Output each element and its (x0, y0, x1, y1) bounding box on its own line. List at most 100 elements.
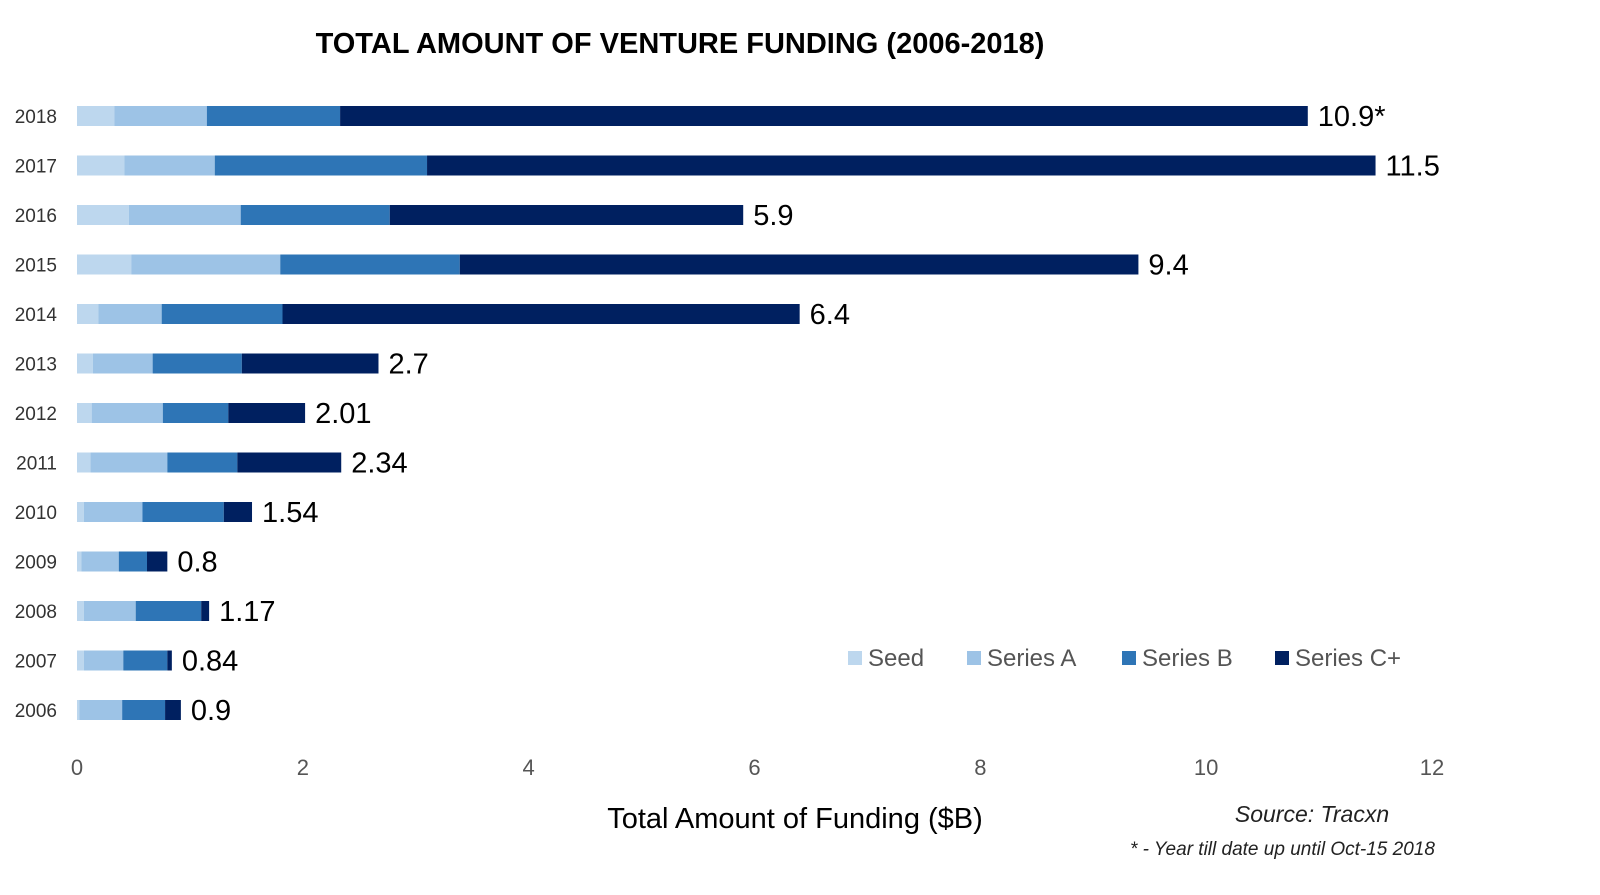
y-label-2014: 2014 (15, 305, 58, 326)
y-label-2016: 2016 (15, 206, 57, 227)
bar-2009-series-b (118, 551, 148, 572)
legend-label-series-a: Series A (987, 645, 1076, 672)
y-label-2009: 2009 (15, 553, 57, 574)
bar-2011-series-a (90, 452, 168, 473)
bar-2015-series-b (280, 254, 460, 275)
bar-2018-series-a (114, 106, 207, 126)
bar-2012-series-c- (228, 403, 306, 423)
total-label-2009: 0.8 (177, 547, 217, 579)
bar-2016-seed (77, 205, 129, 225)
bar-2014-seed (77, 304, 99, 324)
bar-2011-seed (77, 452, 91, 473)
bar-2011-series-b (167, 452, 238, 473)
x-tick-2: 2 (297, 755, 309, 780)
chart-title: TOTAL AMOUNT OF VENTURE FUNDING (2006-20… (316, 28, 1045, 60)
bar-2014-series-b (161, 304, 283, 324)
bar-2012-series-b (162, 403, 229, 423)
y-label-2007: 2007 (15, 652, 57, 673)
source-note: Source: Tracxn (1235, 801, 1389, 827)
bar-2007-seed (77, 650, 84, 671)
total-label-2014: 6.4 (810, 299, 850, 331)
bar-2010-series-b (142, 502, 224, 522)
y-label-2018: 2018 (15, 107, 57, 128)
legend-swatch-series-a (967, 651, 981, 665)
bar-2007-series-a (83, 650, 124, 671)
bar-2006-series-a (79, 700, 123, 720)
x-axis-ticks: 0 2 4 6 8 10 12 (71, 755, 1444, 780)
y-label-2013: 2013 (15, 355, 57, 376)
x-tick-6: 6 (748, 755, 760, 780)
bar-2006-series-c- (165, 700, 181, 720)
bar-2018-seed (77, 106, 115, 126)
bar-2006-seed (77, 700, 80, 720)
legend-label-seed: Seed (868, 645, 924, 672)
bar-2008-series-c- (201, 601, 210, 621)
x-tick-10: 10 (1194, 755, 1218, 780)
bar-2008-seed (77, 601, 84, 621)
y-label-2010: 2010 (15, 503, 57, 524)
bar-2017-series-c- (427, 155, 1376, 176)
footnote: * - Year till date up until Oct-15 2018 (1130, 839, 1435, 860)
bar-2016-series-a (128, 205, 241, 225)
bar-2014-series-a (98, 304, 162, 324)
total-label-2010: 1.54 (262, 497, 318, 529)
bar-2013-seed (77, 353, 93, 374)
total-labels: 10.9*11.5 5.9 9.4 6.4 2.7 2.01 2.34 1.54 0.81.17… (177, 101, 1440, 727)
bar-2008-series-b (135, 601, 202, 621)
bar-2018-series-c- (340, 106, 1308, 126)
total-label-2012: 2.01 (315, 398, 371, 430)
bar-2017-series-b (214, 155, 428, 176)
bar-2007-series-c- (167, 650, 172, 671)
total-label-2018: 10.9* (1318, 101, 1386, 133)
legend-swatch-seed (848, 651, 862, 665)
bars-group (77, 106, 1376, 720)
bar-2007-series-b (123, 650, 168, 671)
bar-2010-series-a (83, 502, 143, 522)
bar-2016-series-b (240, 205, 390, 225)
bar-2010-series-c- (223, 502, 253, 522)
bar-2013-series-c- (241, 353, 379, 374)
bar-2013-series-a (92, 353, 153, 374)
bar-2015-seed (77, 254, 132, 275)
x-tick-12: 12 (1420, 755, 1444, 780)
x-tick-4: 4 (523, 755, 535, 780)
x-tick-0: 0 (71, 755, 83, 780)
total-label-2011: 2.34 (351, 448, 407, 480)
total-label-2015: 9.4 (1148, 250, 1188, 282)
y-label-2006: 2006 (15, 701, 57, 722)
bar-2017-series-a (124, 155, 215, 176)
bar-2012-seed (77, 403, 92, 423)
total-label-2007: 0.84 (182, 646, 238, 678)
bar-2010-seed (77, 502, 84, 522)
bar-2009-seed (77, 551, 82, 572)
y-label-2011: 2011 (16, 454, 57, 475)
bar-2013-series-b (152, 353, 242, 374)
legend-label-series-c-: Series C+ (1295, 645, 1401, 672)
bar-2008-series-a (83, 601, 136, 621)
total-label-2006: 0.9 (191, 695, 231, 727)
bar-2011-series-c- (237, 452, 342, 473)
y-label-2008: 2008 (15, 602, 57, 623)
total-label-2008: 1.17 (219, 596, 275, 628)
bar-2018-series-b (206, 106, 341, 126)
x-axis-title: Total Amount of Funding ($B) (607, 803, 983, 835)
bar-2009-series-c- (147, 551, 168, 572)
bar-2017-seed (77, 155, 125, 176)
x-tick-8: 8 (974, 755, 986, 780)
total-label-2017: 11.5 (1386, 151, 1440, 183)
y-label-2017: 2017 (15, 157, 57, 178)
legend: Seed Series A Series B Series C+ (848, 645, 1401, 672)
bar-2009-series-a (81, 551, 119, 572)
legend-swatch-series-c- (1275, 651, 1289, 665)
y-label-2015: 2015 (15, 256, 57, 277)
bar-2015-series-a (131, 254, 281, 275)
legend-swatch-series-b (1122, 651, 1136, 665)
bar-2014-series-c- (282, 304, 800, 324)
bar-2016-series-c- (389, 205, 744, 225)
bar-2015-series-c- (459, 254, 1139, 275)
y-axis-labels: 2018 2017 2016 2015 2014 2013 2012 2011 2010 2009… (15, 107, 58, 722)
y-label-2012: 2012 (15, 404, 57, 425)
total-label-2016: 5.9 (753, 200, 793, 232)
bar-2012-series-a (91, 403, 163, 423)
